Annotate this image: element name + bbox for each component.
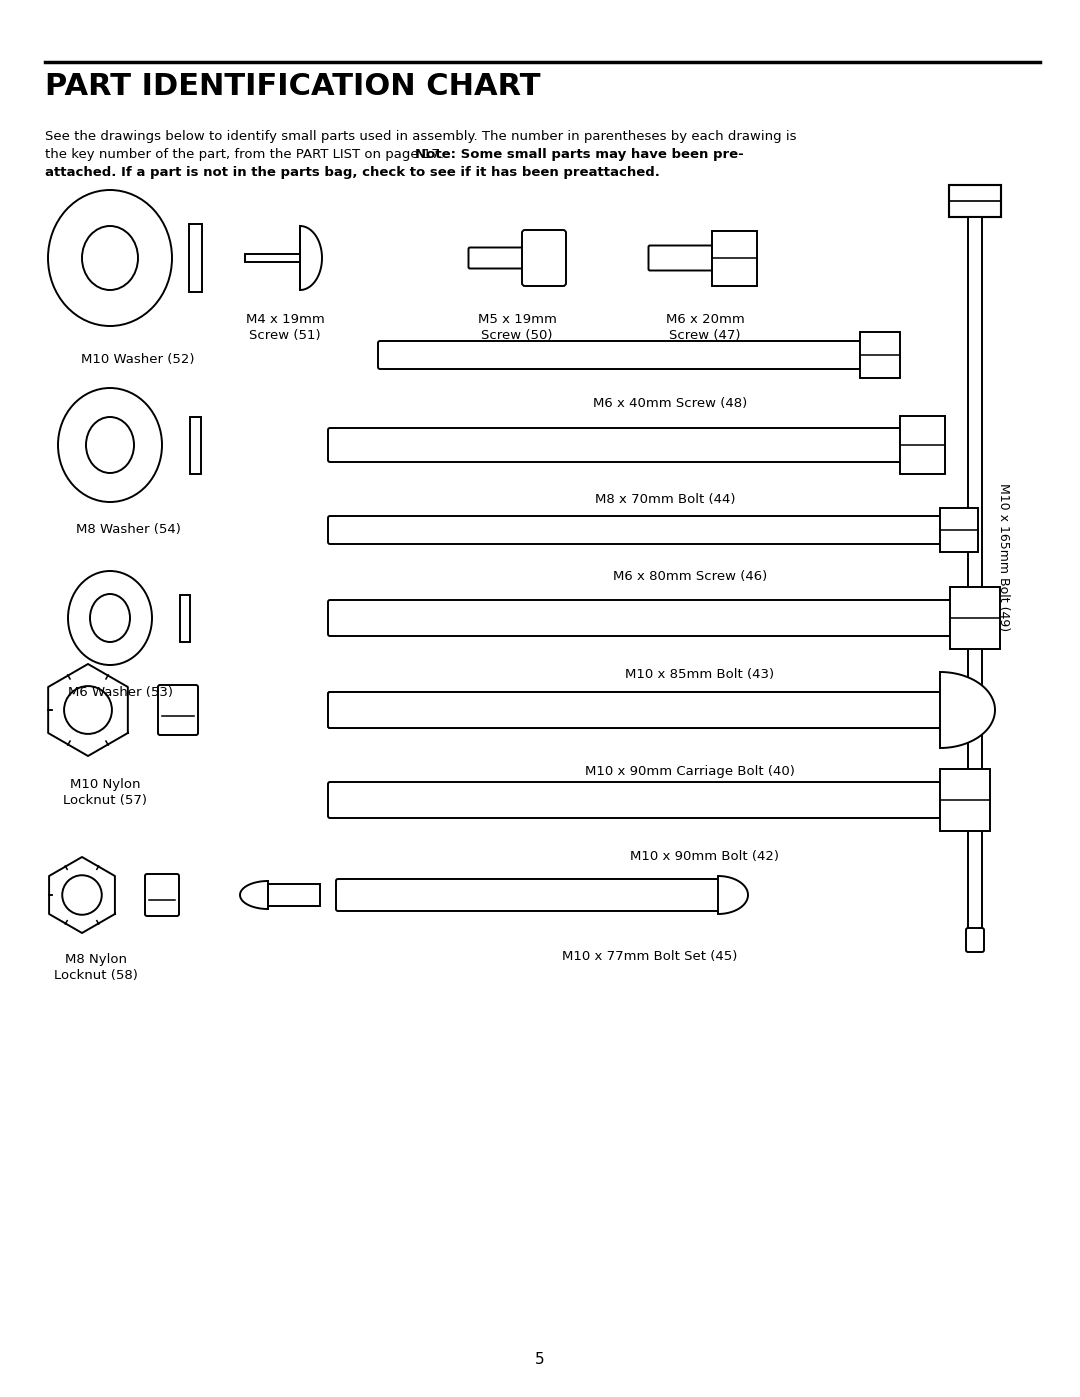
Bar [900, 416, 945, 474]
Bar [949, 184, 1001, 217]
FancyBboxPatch shape [328, 692, 942, 728]
Bar [860, 332, 900, 379]
FancyBboxPatch shape [648, 246, 714, 271]
Text: M6 Washer (53): M6 Washer (53) [67, 686, 173, 698]
Text: M6 x 40mm Screw (48): M6 x 40mm Screw (48) [593, 397, 747, 409]
FancyBboxPatch shape [469, 247, 527, 268]
Text: Note: Some small parts may have been pre-: Note: Some small parts may have been pre… [415, 148, 744, 161]
Bar [245, 254, 300, 263]
Polygon shape [240, 882, 268, 909]
Bar [189, 416, 201, 474]
Text: PART IDENTIFICATION CHART: PART IDENTIFICATION CHART [45, 73, 540, 101]
Polygon shape [300, 226, 322, 291]
Text: M6 x 80mm Screw (46): M6 x 80mm Screw (46) [612, 570, 767, 583]
Text: M10 Washer (52): M10 Washer (52) [81, 353, 194, 366]
Text: attached. If a part is not in the parts bag, check to see if it has been preatta: attached. If a part is not in the parts … [45, 166, 660, 179]
Bar [268, 884, 320, 907]
Bar [712, 231, 757, 285]
Text: 5: 5 [536, 1352, 544, 1368]
FancyBboxPatch shape [966, 928, 984, 951]
Bar [950, 587, 1000, 650]
FancyBboxPatch shape [522, 231, 566, 286]
Bar [189, 224, 202, 292]
Text: M5 x 19mm
Screw (50): M5 x 19mm Screw (50) [477, 313, 556, 342]
Text: M10 Nylon
Locknut (57): M10 Nylon Locknut (57) [63, 778, 147, 807]
Polygon shape [718, 876, 748, 914]
FancyBboxPatch shape [378, 341, 862, 369]
Text: See the drawings below to identify small parts used in assembly. The number in p: See the drawings below to identify small… [45, 130, 797, 142]
FancyBboxPatch shape [328, 515, 942, 543]
Text: M8 Washer (54): M8 Washer (54) [76, 522, 180, 536]
FancyBboxPatch shape [145, 875, 179, 916]
FancyBboxPatch shape [158, 685, 198, 735]
FancyBboxPatch shape [328, 692, 942, 728]
Text: M10 x 85mm Bolt (43): M10 x 85mm Bolt (43) [625, 668, 774, 680]
FancyBboxPatch shape [328, 427, 902, 462]
FancyBboxPatch shape [328, 599, 951, 636]
Text: M8 x 70mm Bolt (44): M8 x 70mm Bolt (44) [595, 493, 735, 506]
Bar [180, 595, 190, 641]
Text: M10 x 90mm Bolt (42): M10 x 90mm Bolt (42) [631, 849, 780, 863]
Bar [968, 217, 982, 930]
Polygon shape [940, 672, 995, 747]
Bar [940, 509, 978, 552]
FancyBboxPatch shape [336, 879, 720, 911]
Text: the key number of the part, from the PART LIST on page 17.: the key number of the part, from the PAR… [45, 148, 448, 161]
Text: M10 x 77mm Bolt Set (45): M10 x 77mm Bolt Set (45) [563, 950, 738, 963]
Text: M10 x 90mm Carriage Bolt (40): M10 x 90mm Carriage Bolt (40) [585, 766, 795, 778]
Bar [940, 768, 990, 831]
Text: M6 x 20mm
Screw (47): M6 x 20mm Screw (47) [665, 313, 744, 342]
Text: M8 Nylon
Locknut (58): M8 Nylon Locknut (58) [54, 953, 138, 982]
FancyBboxPatch shape [328, 782, 942, 819]
Text: M10 x 165mm Bolt (49): M10 x 165mm Bolt (49) [997, 483, 1010, 631]
Text: M4 x 19mm
Screw (51): M4 x 19mm Screw (51) [245, 313, 324, 342]
